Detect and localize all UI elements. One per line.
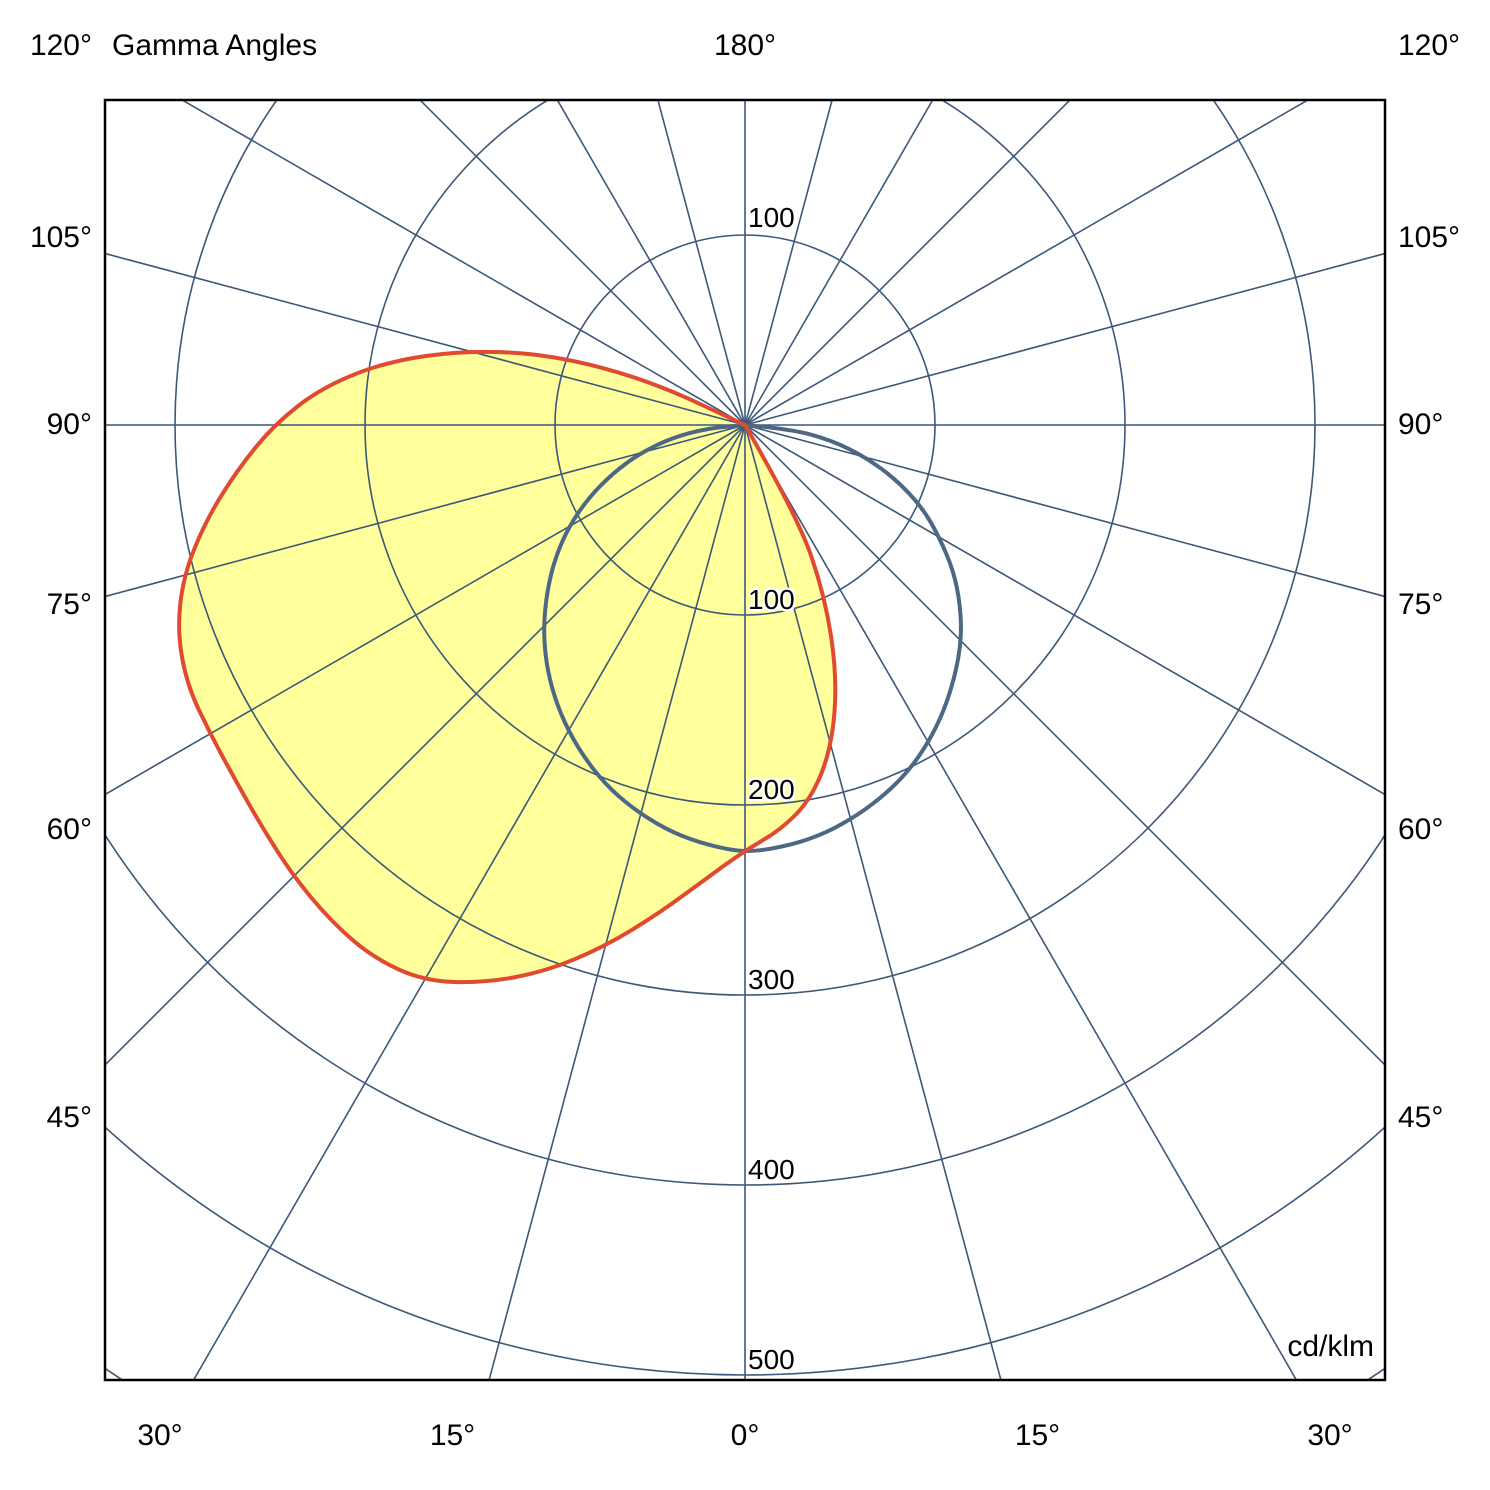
gamma-label-180: 180° bbox=[713, 29, 777, 62]
ring-label-500: 500 bbox=[748, 1344, 795, 1375]
gamma-label-left-90: 90° bbox=[46, 408, 92, 441]
ring-label-upper-100: 100 bbox=[748, 202, 795, 233]
c0-plane-curve bbox=[177, 349, 838, 985]
gamma-label-left-75: 75° bbox=[46, 588, 92, 621]
gamma-label-left-45: 45° bbox=[46, 1101, 92, 1134]
ring-label-200: 200 bbox=[748, 774, 795, 805]
chart-title: Gamma Angles bbox=[112, 29, 318, 62]
gamma-label-right-45: 45° bbox=[1398, 1101, 1444, 1134]
gamma-label-bottom-0: 30° bbox=[137, 1419, 183, 1452]
gamma-label-right-90: 90° bbox=[1398, 408, 1444, 441]
beam-fill bbox=[179, 351, 836, 983]
gamma-label-bottom-2: 0° bbox=[730, 1419, 760, 1452]
gamma-label-right-60: 60° bbox=[1398, 813, 1444, 846]
gamma-label-bottom-1: 15° bbox=[429, 1419, 476, 1452]
gamma-label-bottom-4: 30° bbox=[1307, 1419, 1353, 1452]
gamma-label-120-left: 120° bbox=[29, 29, 92, 62]
plot-frame bbox=[103, 98, 1387, 1382]
unit-label: cd/klm bbox=[1287, 1330, 1374, 1363]
ring-label-300: 300 bbox=[748, 964, 795, 995]
ring-label-100: 100 bbox=[748, 584, 795, 615]
gamma-label-right-75: 75° bbox=[1398, 588, 1444, 621]
ring-label-400: 400 bbox=[748, 1154, 795, 1185]
gamma-label-left-105: 105° bbox=[29, 221, 92, 254]
gamma-label-left-60: 60° bbox=[46, 813, 92, 846]
gamma-label-120-right: 120° bbox=[1398, 29, 1461, 62]
gamma-label-bottom-3: 15° bbox=[1014, 1419, 1061, 1452]
gamma-label-right-105: 105° bbox=[1398, 221, 1461, 254]
